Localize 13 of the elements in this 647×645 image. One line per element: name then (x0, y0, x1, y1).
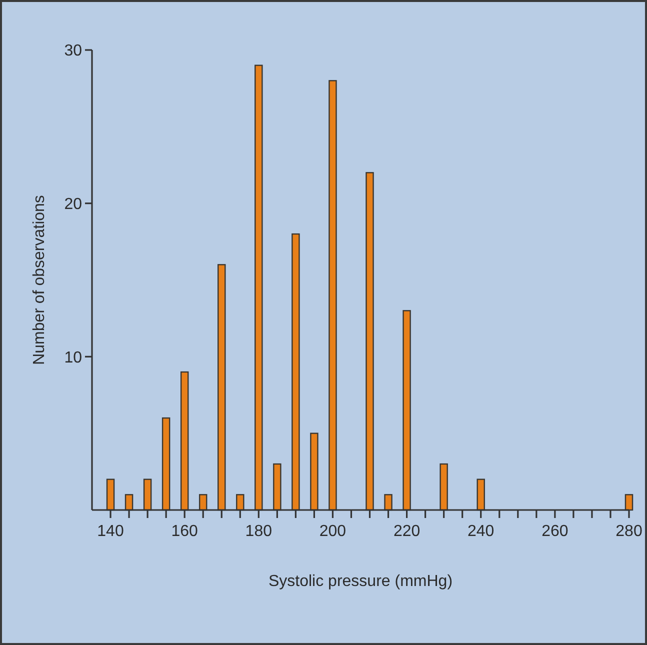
x-tick-label: 160 (171, 523, 198, 540)
x-axis-title: Systolic pressure (mmHg) (268, 573, 453, 590)
x-tick-label: 260 (542, 523, 568, 540)
y-axis-title: Number of observations (31, 195, 48, 365)
x-tick-label: 240 (468, 523, 494, 540)
x-tick-label: 140 (97, 523, 124, 540)
x-tick-label: 280 (616, 523, 642, 540)
x-tick-label: 180 (245, 523, 272, 540)
y-tick-label: 10 (64, 349, 82, 366)
x-tick-label: 220 (393, 523, 420, 540)
x-tick-label: 200 (319, 523, 346, 540)
y-tick-label: 30 (64, 42, 82, 60)
y-tick-label: 20 (64, 196, 82, 213)
